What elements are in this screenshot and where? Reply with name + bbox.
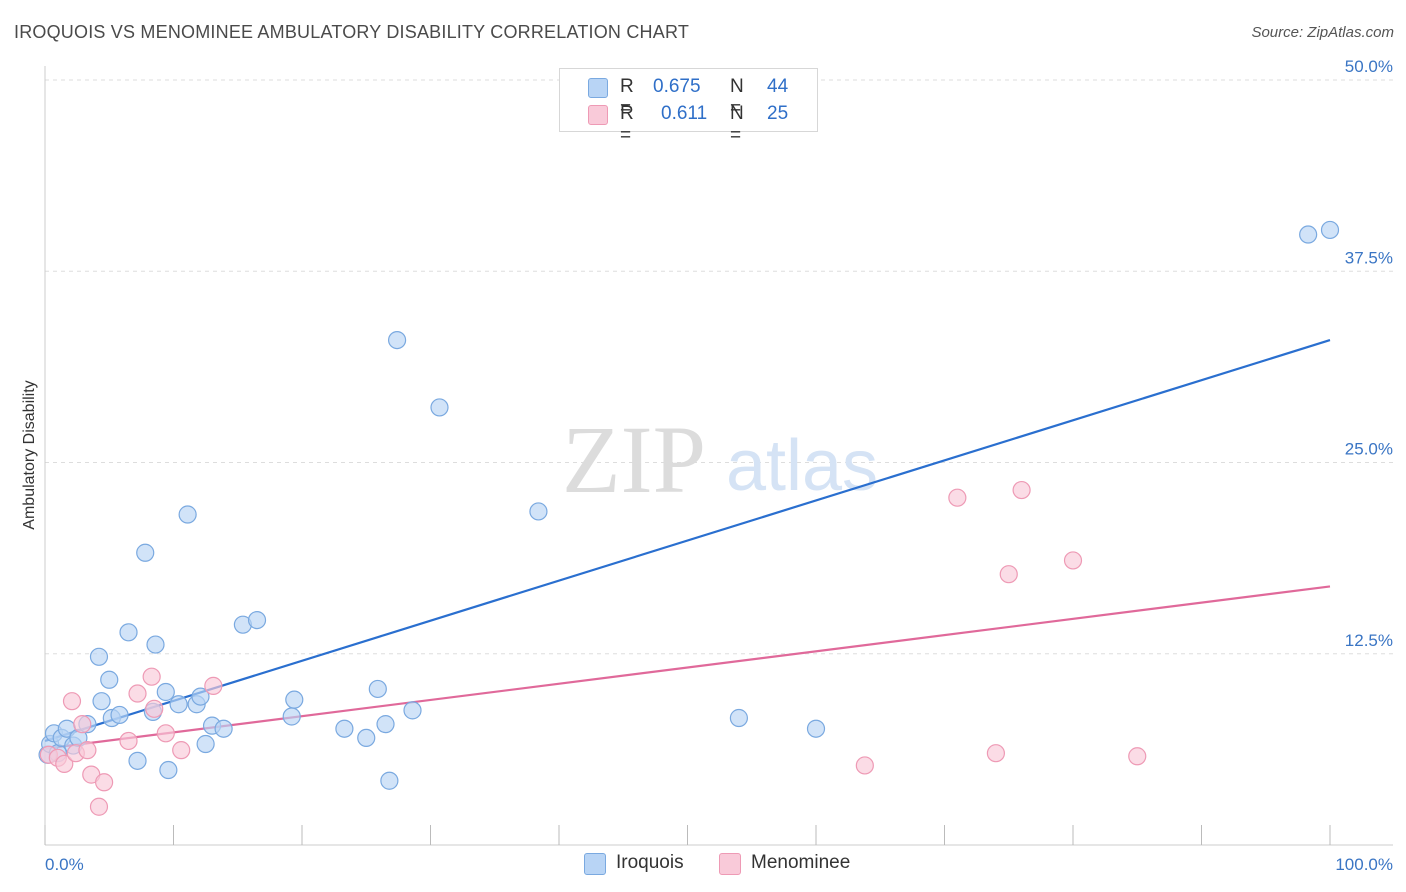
y-tick-label: 25.0% xyxy=(1345,440,1393,459)
point-menominee xyxy=(73,715,92,734)
point-iroquois xyxy=(357,728,376,748)
legend-swatch-iroquois xyxy=(588,78,608,98)
source-label: Source: ZipAtlas.com xyxy=(1251,24,1394,41)
point-iroquois xyxy=(247,610,267,630)
point-menominee xyxy=(145,699,164,718)
point-iroquois xyxy=(128,751,147,770)
point-iroquois xyxy=(285,690,304,709)
legend-r-label: R = xyxy=(620,76,634,119)
point-iroquois xyxy=(214,719,233,738)
point-iroquois xyxy=(806,719,826,738)
legend-swatch-menominee xyxy=(588,105,608,125)
point-iroquois xyxy=(196,734,215,754)
point-menominee xyxy=(986,744,1006,763)
point-menominee xyxy=(1128,747,1147,766)
legend-n-value: 25 xyxy=(767,103,789,124)
point-iroquois xyxy=(119,623,138,642)
y-tick-label: 12.5% xyxy=(1345,631,1393,650)
point-iroquois xyxy=(92,692,111,711)
point-iroquois xyxy=(156,682,175,702)
correlation-legend: R = 0.675 N = 44 R = 0.611 N = 25 xyxy=(559,68,818,146)
legend-r-value: 0.611 xyxy=(661,103,708,124)
series-swatch-menominee xyxy=(719,853,741,875)
point-iroquois xyxy=(100,670,119,689)
point-iroquois xyxy=(191,687,210,706)
legend-n-label: N = xyxy=(730,76,744,119)
chart-title: IROQUOIS VS MENOMINEE AMBULATORY DISABIL… xyxy=(14,22,690,42)
point-menominee xyxy=(78,741,97,760)
point-iroquois xyxy=(1299,225,1318,244)
series-legend: Iroquois Menominee xyxy=(0,852,1406,878)
point-iroquois xyxy=(430,398,449,417)
point-iroquois xyxy=(282,707,301,726)
point-menominee xyxy=(172,741,191,760)
point-iroquois xyxy=(380,771,399,790)
point-iroquois xyxy=(136,543,155,562)
point-menominee xyxy=(1063,551,1083,570)
point-iroquois xyxy=(110,705,129,725)
point-menominee xyxy=(204,676,223,695)
point-menominee xyxy=(128,684,147,703)
series-label-iroquois: Iroquois xyxy=(616,852,684,873)
point-menominee xyxy=(119,731,138,751)
legend-r-value: 0.675 xyxy=(653,76,701,97)
y-tick-label: 50.0% xyxy=(1345,57,1393,76)
point-iroquois xyxy=(159,760,178,780)
point-iroquois xyxy=(729,708,749,728)
point-menominee xyxy=(156,724,175,743)
point-iroquois xyxy=(368,679,387,699)
watermark-zip: ZIP xyxy=(562,406,706,513)
point-iroquois xyxy=(146,635,165,654)
series-swatch-iroquois xyxy=(584,853,606,875)
series-label-menominee: Menominee xyxy=(751,852,851,873)
point-menominee xyxy=(95,773,114,792)
legend-n-label: N = xyxy=(730,103,744,146)
tick-labels: 12.5% 25.0% 37.5% 50.0% 0.0% 100.0% xyxy=(45,57,1393,874)
x-tick-label-max: 100.0% xyxy=(1335,855,1393,874)
data-points xyxy=(38,220,1340,816)
point-menominee xyxy=(855,756,874,775)
point-iroquois xyxy=(335,719,354,738)
point-iroquois xyxy=(169,695,188,714)
point-iroquois xyxy=(387,331,407,350)
legend-n-value: 44 xyxy=(767,76,789,97)
point-iroquois xyxy=(376,715,395,734)
point-menominee xyxy=(55,754,74,774)
y-tick-label: 37.5% xyxy=(1345,248,1393,267)
trend-line-iroquois xyxy=(44,339,1331,743)
point-menominee xyxy=(948,488,967,507)
point-iroquois xyxy=(89,647,109,666)
trend-lines xyxy=(44,339,1331,750)
x-tick-label-min: 0.0% xyxy=(45,855,84,874)
point-iroquois xyxy=(1320,220,1340,240)
point-iroquois xyxy=(529,502,548,521)
point-menominee xyxy=(999,565,1018,584)
axes xyxy=(44,66,1393,846)
gridlines xyxy=(45,79,1393,655)
point-menominee xyxy=(89,797,109,816)
legend-r-label: R = xyxy=(620,103,634,146)
point-menominee xyxy=(142,667,161,686)
point-menominee xyxy=(62,692,82,711)
point-iroquois xyxy=(403,701,422,720)
point-menominee xyxy=(1012,480,1031,500)
trend-line-menominee xyxy=(44,585,1331,750)
watermark-atlas: atlas xyxy=(726,426,878,506)
point-iroquois xyxy=(178,505,197,524)
